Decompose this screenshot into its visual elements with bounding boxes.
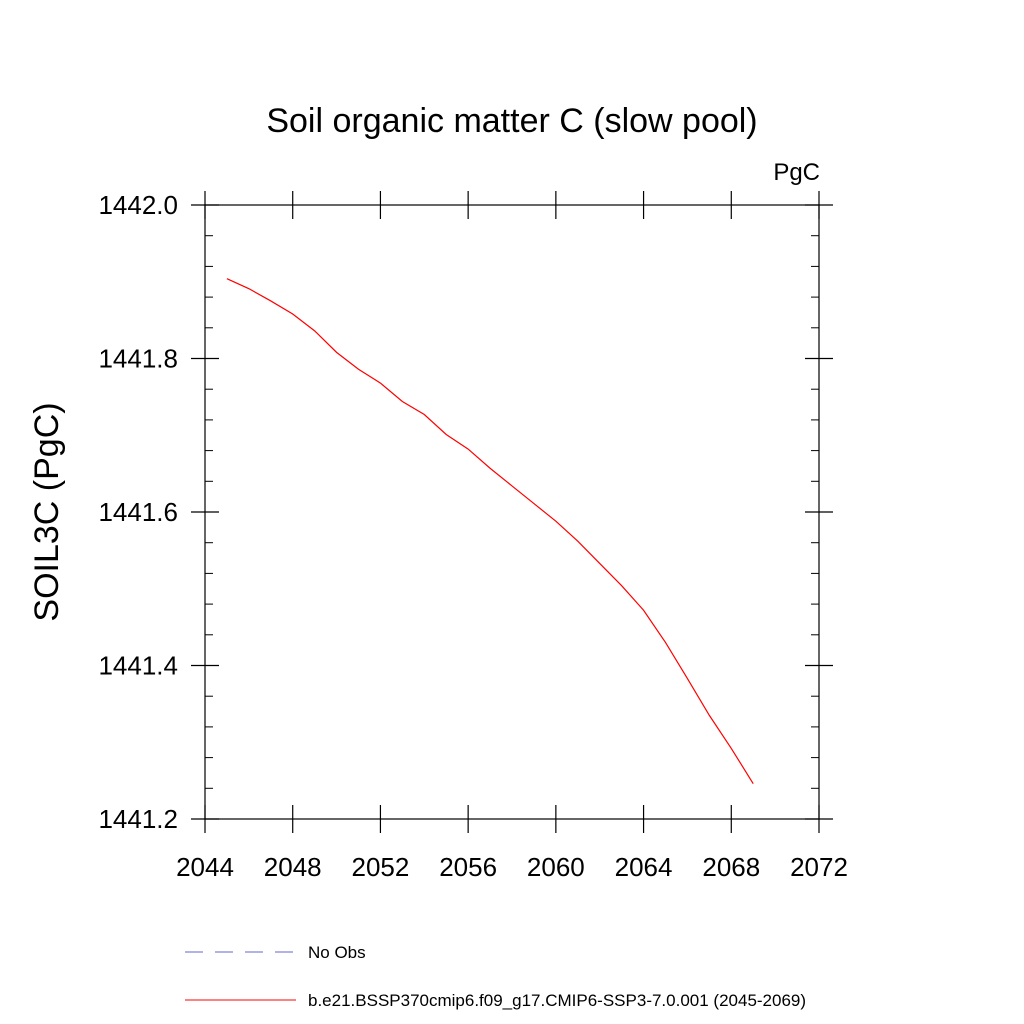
x-tick-label: 2056 — [439, 852, 497, 882]
legend: No Obs b.e21.BSSP370cmip6.f09_g17.CMIP6-S… — [185, 943, 806, 1010]
y-tick-label: 1441.4 — [98, 651, 178, 681]
y-axis-label: SOIL3C (PgC) — [28, 402, 66, 621]
axis-ticks — [191, 191, 833, 833]
legend-label-1: b.e21.BSSP370cmip6.f09_g17.CMIP6-SSP3-7.… — [308, 991, 806, 1010]
y-tick-label: 1441.8 — [98, 344, 178, 374]
x-tick-label: 2072 — [790, 852, 848, 882]
plot-frame — [204, 204, 820, 820]
axis-tick-labels: 2044 2048 2052 2056 2060 2064 2068 2072 1441.2 14… — [98, 190, 847, 882]
chart-title: Soil organic matter C (slow pool) — [266, 102, 757, 140]
units-label: PgC — [773, 159, 820, 186]
x-tick-label: 2052 — [352, 852, 410, 882]
y-tick-label: 1441.2 — [98, 804, 178, 834]
x-tick-label: 2044 — [176, 852, 234, 882]
x-tick-label: 2064 — [615, 852, 673, 882]
y-tick-label: 1442.0 — [98, 190, 178, 220]
y-tick-label: 1441.6 — [98, 497, 178, 527]
series-group — [226, 278, 754, 785]
x-tick-label: 2048 — [264, 852, 322, 882]
x-tick-label: 2068 — [702, 852, 760, 882]
legend-label-0: No Obs — [308, 943, 366, 962]
x-tick-label: 2060 — [527, 852, 585, 882]
series-line-1 — [226, 278, 754, 785]
